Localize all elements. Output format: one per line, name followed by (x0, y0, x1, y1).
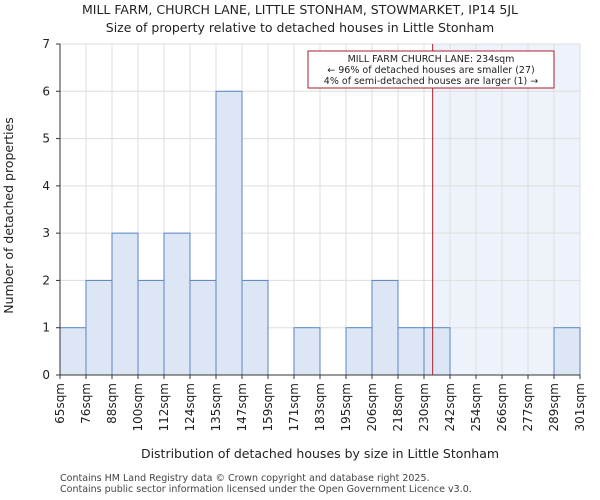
bar-112sqm (163, 232, 191, 376)
x-tick-label-112sqm: 112sqm (157, 383, 171, 431)
x-tick-label-76sqm: 76sqm (79, 383, 93, 424)
y-axis-label: Number of detached properties (1, 117, 16, 314)
bar-135sqm (215, 90, 243, 376)
bar-230sqm (423, 327, 451, 376)
x-tick-label-277sqm: 277sqm (521, 383, 535, 431)
annotation-line-2: ← 96% of detached houses are smaller (27… (327, 65, 534, 76)
x-tick-label-124sqm: 124sqm (183, 383, 197, 431)
x-tick-label-289sqm: 289sqm (547, 383, 561, 431)
x-tick-label-230sqm: 230sqm (417, 383, 431, 431)
y-tick-label: 6 (42, 84, 50, 98)
x-tick-label-254sqm: 254sqm (469, 383, 483, 431)
bar-76sqm (85, 279, 113, 376)
x-tick-label-206sqm: 206sqm (365, 383, 379, 431)
y-tick-label: 5 (42, 132, 50, 146)
bar-195sqm (345, 327, 373, 376)
y-tick-label: 0 (42, 368, 50, 382)
y-tick-label: 4 (42, 179, 50, 193)
x-tick-label-301sqm: 301sqm (573, 383, 587, 431)
bar-206sqm (371, 279, 399, 376)
footer-copyright: Contains HM Land Registry data © Crown c… (60, 473, 430, 484)
chart-title-main: MILL FARM, CHURCH LANE, LITTLE STONHAM, … (82, 2, 518, 17)
bar-171sqm (293, 327, 321, 376)
y-tick-label: 2 (42, 273, 50, 287)
x-tick-label-242sqm: 242sqm (443, 383, 457, 431)
y-tick-label: 7 (42, 37, 50, 51)
highlight-region (432, 44, 580, 375)
bar-100sqm (137, 279, 165, 376)
x-axis-label: Distribution of detached houses by size … (141, 446, 499, 461)
x-tick-label-266sqm: 266sqm (495, 383, 509, 431)
bar-65sqm (59, 327, 87, 376)
x-tick-label-147sqm: 147sqm (235, 383, 249, 431)
y-tick-label: 3 (42, 226, 50, 240)
annotation-line-3: 4% of semi-detached houses are larger (1… (324, 76, 538, 87)
bar-124sqm (189, 279, 217, 376)
x-tick-label-159sqm: 159sqm (261, 383, 275, 431)
x-tick-label-195sqm: 195sqm (339, 383, 353, 431)
y-tick-label: 1 (42, 321, 50, 335)
footer-licence: Contains public sector information licen… (60, 484, 472, 495)
annotation-line-1: MILL FARM CHURCH LANE: 234sqm (348, 54, 515, 65)
chart-subtitle: Size of property relative to detached ho… (105, 20, 495, 35)
bar-88sqm (111, 232, 139, 376)
bar-289sqm (553, 327, 581, 376)
bar-147sqm (241, 279, 269, 376)
x-tick-label-135sqm: 135sqm (209, 383, 223, 431)
x-tick-label-88sqm: 88sqm (105, 383, 119, 424)
x-tick-label-171sqm: 171sqm (287, 383, 301, 431)
bar-218sqm (397, 327, 425, 376)
x-tick-label-65sqm: 65sqm (53, 383, 67, 424)
x-tick-label-183sqm: 183sqm (313, 383, 327, 431)
x-tick-label-100sqm: 100sqm (131, 383, 145, 431)
x-tick-label-218sqm: 218sqm (391, 383, 405, 431)
annotation-box (307, 50, 555, 89)
